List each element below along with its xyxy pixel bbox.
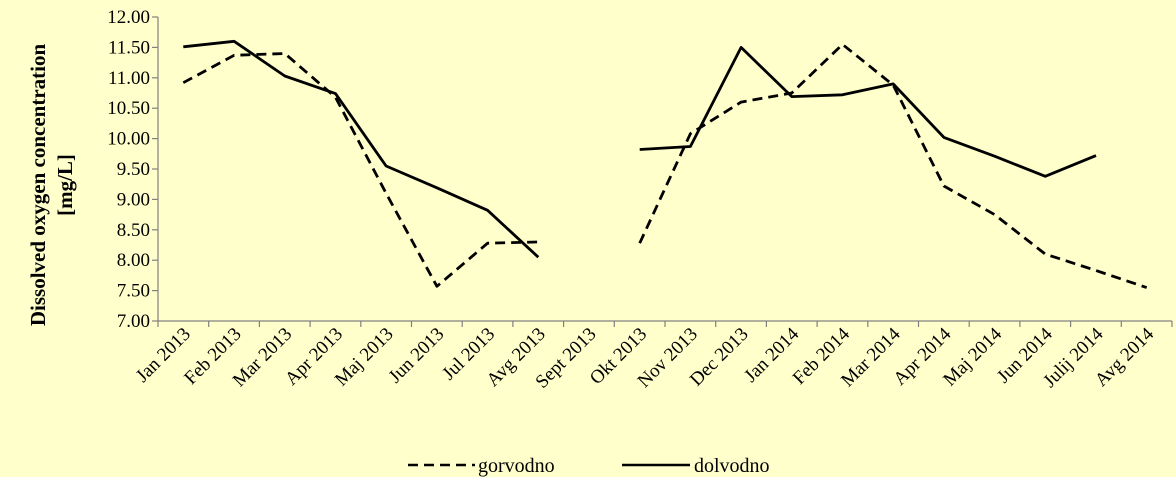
legend-label-dolvodno: dolvodno	[694, 455, 770, 477]
y-tick-label: 11.50	[108, 37, 150, 58]
y-tick-label: 11.00	[108, 68, 150, 89]
y-tick-label: 7.00	[117, 311, 150, 332]
series-line-gorvodno	[182, 43, 1148, 289]
y-tick-label: 8.50	[117, 220, 150, 241]
series-line-dolvodno	[183, 39, 1097, 259]
y-tick-label: 9.50	[117, 159, 150, 180]
y-tick-label: 10.00	[107, 129, 150, 150]
x-tick-label: Jun 2013	[385, 324, 449, 388]
y-axis-ticks: 7.00 7.50 8.00 8.50 9.00 9.50 10.00 10.50 11.00 1…	[107, 7, 158, 332]
legend: gorvodno dolvodno	[408, 455, 770, 477]
y-tick-label: 12.00	[107, 7, 150, 28]
y-axis-title-line-1: Dissolved oxygen concentration	[26, 44, 50, 327]
axes	[157, 17, 1172, 322]
y-tick-label: 9.00	[117, 189, 150, 210]
y-tick-label: 7.50	[117, 281, 150, 302]
series-lines	[182, 39, 1148, 289]
y-axis-title-line-2: [mg/L]	[53, 154, 77, 216]
legend-label-gorvodno: gorvodno	[478, 455, 555, 477]
y-axis-title: Dissolved oxygen concentration [mg/L]	[26, 44, 77, 327]
y-tick-label: 10.50	[107, 98, 150, 119]
y-tick-label: 8.00	[117, 250, 150, 271]
